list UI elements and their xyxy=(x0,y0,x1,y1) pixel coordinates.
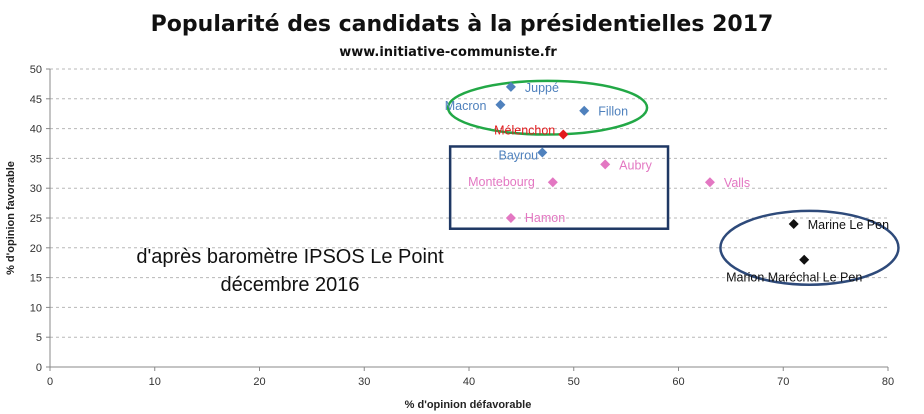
point-macron xyxy=(495,99,506,110)
y-tick-label: 15 xyxy=(30,273,42,285)
axes xyxy=(49,69,888,368)
chart-title: Popularité des candidats à la présidenti… xyxy=(151,12,774,37)
x-tick-label: 70 xyxy=(777,376,789,388)
x-tick-label: 30 xyxy=(358,376,370,388)
x-axis-label: % d'opinion défavorable xyxy=(405,399,532,411)
x-tick-label: 60 xyxy=(672,376,684,388)
point-label-fillon: Fillon xyxy=(598,105,628,119)
point-fillon xyxy=(579,105,590,116)
highlight-shapes xyxy=(446,79,900,287)
point-marine-le-pen xyxy=(788,218,799,229)
point-melenchon xyxy=(558,129,569,140)
note-line-2: décembre 2016 xyxy=(221,274,360,296)
x-tick-label: 50 xyxy=(568,376,580,388)
highlight-rect-1 xyxy=(448,145,670,230)
point-montebourg xyxy=(547,177,558,188)
y-tick-label: 5 xyxy=(36,332,42,344)
point-marion-marechal-le-pen xyxy=(799,254,810,265)
point-label-hamon: Hamon xyxy=(525,211,565,225)
y-tick-label: 40 xyxy=(30,124,42,136)
point-label-melenchon: Mélenchon xyxy=(494,124,555,138)
y-tick-label: 20 xyxy=(30,243,42,255)
point-label-juppe: Juppé xyxy=(525,81,559,95)
highlight-ellipse-2 xyxy=(719,209,900,287)
tick-labels: 0 10 20 30 40 50 60 70 80 0 5 10 15 20 25 30 35 40 45 50 xyxy=(30,64,894,388)
point-juppe xyxy=(505,81,516,92)
point-aubry xyxy=(600,159,611,170)
y-tick-label: 50 xyxy=(30,64,42,76)
point-valls xyxy=(704,177,715,188)
point-label-aubry: Aubry xyxy=(619,158,652,172)
point-bayrou xyxy=(537,147,548,158)
y-tick-label: 0 xyxy=(36,362,42,374)
chart-subtitle: www.initiative-communiste.fr xyxy=(339,45,557,60)
y-tick-label: 30 xyxy=(30,183,42,195)
y-tick-label: 45 xyxy=(30,94,42,106)
x-tick-label: 80 xyxy=(882,376,894,388)
x-tick-label: 20 xyxy=(253,376,265,388)
x-tick-label: 10 xyxy=(149,376,161,388)
y-tick-label: 35 xyxy=(30,153,42,165)
point-label-macron: Macron xyxy=(445,99,487,113)
point-label-marion-marechal-le-pen: Marion Maréchal Le Pen xyxy=(726,271,862,285)
note-line-1: d'après baromètre IPSOS Le Point xyxy=(136,246,444,268)
y-tick-label: 10 xyxy=(30,302,42,314)
highlight-ellipse-0 xyxy=(446,79,649,136)
point-label-marine-le-pen: Marine Le Pen xyxy=(808,218,889,232)
x-tick-label: 40 xyxy=(463,376,475,388)
point-label-bayrou: Bayrou xyxy=(499,148,539,162)
grid-lines xyxy=(50,68,888,338)
x-tick-label: 0 xyxy=(47,376,53,388)
point-hamon xyxy=(505,213,516,223)
point-label-montebourg: Montebourg xyxy=(468,175,535,189)
point-label-valls: Valls xyxy=(724,176,750,190)
data-points: Juppé Macron Fillon Mélenchon Bayrou Aubry Mon… xyxy=(445,81,889,285)
y-tick-label: 25 xyxy=(30,213,42,225)
y-axis-label: % d'opinion favorable xyxy=(5,161,17,275)
